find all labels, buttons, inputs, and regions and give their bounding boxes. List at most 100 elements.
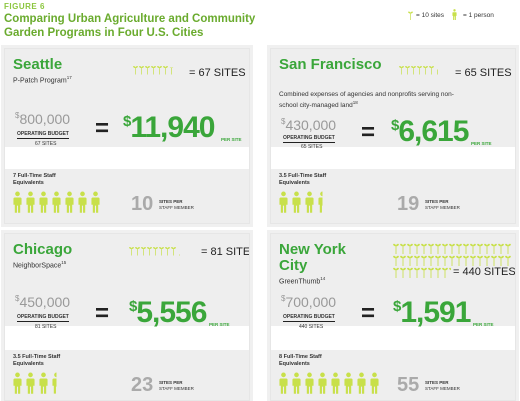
program-name: GreenThumb14 <box>279 276 326 286</box>
budget-sites: 81 SITES <box>35 324 57 330</box>
sprout-icon <box>428 255 434 266</box>
sprout-icon <box>442 267 448 278</box>
sprout-icon <box>157 66 162 75</box>
person-icon <box>305 191 314 213</box>
person-icon <box>65 191 74 213</box>
legend-person-item: = 1 person <box>452 9 494 22</box>
sprout-icon <box>407 267 413 278</box>
sprout-icon <box>505 243 511 254</box>
sprout-icon <box>477 243 483 254</box>
sprout-icon <box>435 255 441 266</box>
sites-count: = 81 SITES <box>201 246 250 258</box>
person-icon <box>452 9 461 22</box>
sprout-icon <box>442 243 448 254</box>
sites-per-staff: 19 <box>397 193 420 215</box>
sprout-icon <box>129 247 134 256</box>
sprout-icon <box>417 66 422 75</box>
sprout-icon <box>405 66 410 75</box>
person-icon <box>292 191 301 213</box>
cost-per-site: $11,940 <box>123 111 215 144</box>
panel-seattle: Seattle P-Patch Program17 = 67 SITES $80… <box>4 48 250 224</box>
sprout-icon <box>393 243 399 254</box>
sites-per-staff-label: SITES PER STAFF MEMBER <box>425 199 460 210</box>
legend-person-label: = 1 person <box>463 12 494 19</box>
person-icon <box>279 191 288 213</box>
operating-budget-label: OPERATING BUDGET <box>283 135 335 143</box>
per-site-label: PER SITE <box>221 137 242 142</box>
city-name: Seattle <box>13 56 63 73</box>
sprout-icon <box>449 243 455 254</box>
person-icon <box>13 191 22 213</box>
sites-per-staff-label: SITES PER STAFF MEMBER <box>425 380 460 391</box>
sprout-icon <box>179 254 180 256</box>
sites-icons <box>399 63 461 76</box>
sprout-icon <box>414 243 420 254</box>
sprout-icon <box>393 255 399 266</box>
person-icon <box>52 191 61 213</box>
operating-budget: $430,000 <box>281 117 337 133</box>
sprout-icon <box>165 247 170 256</box>
sites-icons <box>133 63 195 76</box>
sprout-icon <box>400 243 406 254</box>
budget-sites: 65 SITES <box>301 144 323 150</box>
person-icon <box>344 372 353 394</box>
program-name: P-Patch Program17 <box>13 75 72 85</box>
program-description: Combined expenses of agencies and nonpro… <box>279 91 454 110</box>
cost-per-site: $5,556 <box>129 296 207 329</box>
person-icon <box>91 191 100 213</box>
staff-label: 3.5 Full-Time Staff Equivalents <box>279 173 327 186</box>
sprout-icon <box>411 66 416 75</box>
sprout-icon <box>491 255 497 266</box>
panel-new-york-city: New York City GreenThumb14 = 440 SITES $… <box>270 233 516 401</box>
person-icon <box>39 191 48 213</box>
staff-label: 3.5 Full-Time Staff Equivalents <box>13 354 61 367</box>
sprout-icon <box>159 247 164 256</box>
sprout-icon <box>421 267 427 278</box>
sprout-icon <box>477 255 483 266</box>
sprout-icon <box>407 243 413 254</box>
city-name: New York City <box>279 241 346 274</box>
person-icon <box>13 372 22 394</box>
person-icon <box>279 372 288 394</box>
city-name: Chicago <box>13 241 73 258</box>
sprout-icon <box>429 66 434 75</box>
sites-icons <box>129 244 201 257</box>
person-icon <box>292 372 301 394</box>
city-name: San Francisco <box>279 56 382 73</box>
person-icon <box>331 372 340 394</box>
sprout-icon <box>414 255 420 266</box>
program-name: NeighborSpace15 <box>13 260 67 270</box>
figure-title: Comparing Urban Agriculture and Communit… <box>4 13 256 39</box>
sprout-icon <box>437 69 438 75</box>
sprout-icon <box>484 243 490 254</box>
sprout-icon <box>498 255 504 266</box>
sprout-icon <box>456 243 462 254</box>
sites-count: = 67 SITES <box>189 67 246 79</box>
sites-count: = 440 SITES <box>451 266 516 278</box>
staff-label: 7 Full-Time Staff Equivalents <box>13 173 56 186</box>
sprout-icon <box>139 66 144 75</box>
sprout-icon <box>491 243 497 254</box>
sprout-icon <box>145 66 150 75</box>
per-site-label: PER SITE <box>209 322 230 327</box>
equals-sign: = <box>361 300 376 327</box>
staff-icons <box>13 372 65 394</box>
budget-sites: 67 SITES <box>35 141 57 147</box>
sprout-icon <box>399 66 404 75</box>
budget-sites: 440 SITES <box>299 324 324 330</box>
legend: = 10 sites = 1 person <box>408 9 502 22</box>
figure-label: FIGURE 6 <box>4 2 45 11</box>
sprout-icon <box>428 243 434 254</box>
sprout-icon <box>435 267 441 278</box>
sprout-icon <box>400 267 406 278</box>
sprout-icon <box>442 255 448 266</box>
sprout-icon <box>400 255 406 266</box>
sites-per-staff-label: SITES PER STAFF MEMBER <box>159 199 194 210</box>
sprout-icon <box>408 10 414 22</box>
staff-icons <box>279 372 383 394</box>
equals-sign: = <box>95 300 110 327</box>
panel-chicago: Chicago NeighborSpace15 = 81 SITES $450,… <box>4 233 250 401</box>
operating-budget: $800,000 <box>15 111 71 127</box>
sites-icons <box>393 242 513 278</box>
sprout-icon <box>421 255 427 266</box>
